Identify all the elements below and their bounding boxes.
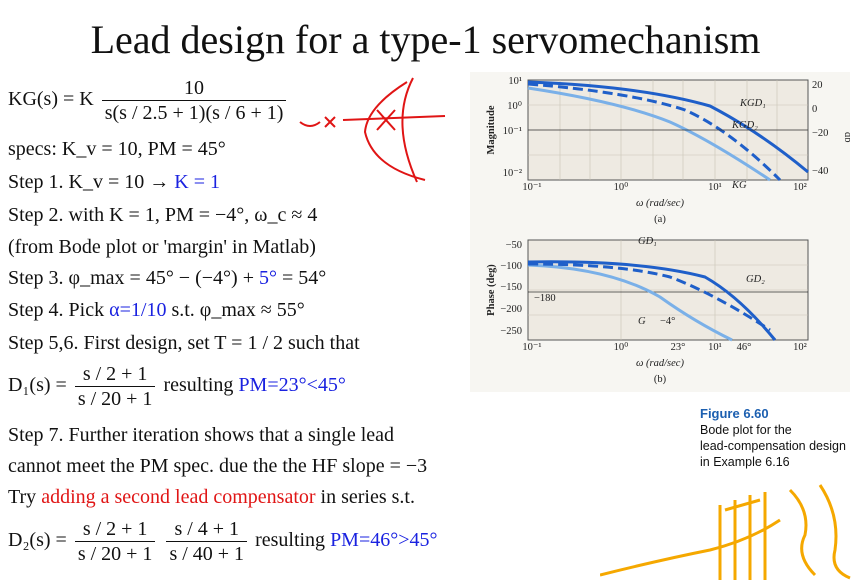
bode-plot-figure: 10¹ 10⁰ 10⁻¹ 10⁻² 20 0 −20 −40 db Magnit…: [470, 72, 850, 392]
mag-xtick-3: 10¹: [708, 182, 722, 193]
d2-numerator-2: s / 4 + 1: [174, 518, 240, 540]
subfigure-a-label: (a): [654, 214, 666, 225]
step3-text: Step 3. φ_max = 45° − (−4°) +: [8, 267, 259, 289]
plant-fraction: 10 s(s / 2.5 + 1)(s / 6 + 1): [101, 76, 287, 125]
phase-ylabel: Phase (deg): [486, 264, 497, 316]
step4-post: s.t. φ_max ≈ 55°: [166, 299, 305, 321]
db-tick-1: 20: [812, 80, 823, 91]
label-pm-46: 46°: [737, 342, 752, 353]
phase-ytick-4: −200: [500, 304, 522, 315]
label-gd1: GD₁: [638, 236, 657, 247]
plant-lhs: KG(s) = K: [8, 88, 94, 111]
mag-xtick-2: 10⁰: [614, 181, 630, 193]
d1-fraction: s / 2 + 1 s / 20 + 1: [74, 362, 156, 411]
step7a-line: Step 7. Further iteration shows that a s…: [8, 424, 395, 446]
specs-line: specs: K_v = 10, PM = 45°: [8, 138, 226, 160]
phase-xtick-1: 10⁻¹: [522, 342, 541, 353]
mag-ytick-2: 10⁰: [507, 100, 523, 112]
d2-denominator-2: s / 40 + 1: [166, 541, 248, 566]
phase-ref-label: −180: [534, 293, 556, 304]
step3-highlight: 5°: [258, 267, 277, 289]
step1-highlight: K = 1: [174, 171, 221, 193]
d2-fraction-1: s / 2 + 1 s / 20 + 1: [74, 517, 156, 566]
d2-denominator-1: s / 20 + 1: [74, 541, 156, 566]
db-tick-3: −20: [812, 128, 828, 139]
mag-xlabel: ω (rad/sec): [636, 198, 684, 209]
plant-equation: KG(s) = K 10 s(s / 2.5 + 1)(s / 6 + 1): [8, 76, 289, 125]
label-pm-23: 23°: [671, 342, 686, 353]
step1-line: Step 1. K_v = 10 → K = 1: [8, 170, 220, 194]
step7c-highlight: adding a second lead compensator: [41, 486, 316, 508]
figure-caption: Figure 6.60 Bode plot for the lead-compe…: [700, 406, 850, 470]
mag-xtick-4: 10²: [793, 182, 807, 193]
step3-line: Step 3. φ_max = 45° − (−4°) + 5° = 54°: [8, 266, 326, 290]
phase-xtick-3: 10¹: [708, 342, 722, 353]
caption-line-3: in Example 6.16: [700, 455, 790, 469]
d1-equation: D₁(s) = s / 2 + 1 s / 20 + 1 resulting P…: [8, 362, 346, 411]
kgd2-curve: [527, 80, 809, 174]
d2-fraction-2: s / 4 + 1 s / 40 + 1: [166, 517, 248, 566]
plant-numerator: 10: [184, 77, 205, 99]
step7c-pre: Try: [8, 486, 42, 508]
label-kgd2: KGD₂: [731, 120, 758, 131]
caption-line-1: Bode plot for the: [700, 423, 792, 437]
phase-ytick-3: −150: [500, 282, 522, 293]
step4-highlight: α=1/10: [109, 299, 167, 321]
mag-xtick-1: 10⁻¹: [522, 182, 541, 193]
gd2-phase-curve: [527, 260, 777, 341]
phase-xtick-2: 10⁰: [614, 341, 630, 353]
d2-result-pm: PM=46°>45°: [330, 529, 438, 552]
d1-result-pm: PM=23°<45°: [238, 374, 346, 397]
mag-ytick-3: 10⁻¹: [503, 126, 522, 137]
phase-xlabel: ω (rad/sec): [636, 358, 684, 369]
caption-line-2: lead-compensation design: [700, 439, 846, 453]
phase-ytick-1: −50: [506, 240, 522, 251]
magnitude-plot: 10¹ 10⁰ 10⁻¹ 10⁻² 20 0 −20 −40 db Magnit…: [486, 76, 850, 225]
step1-text: Step 1. K_v = 10 →: [8, 171, 175, 193]
step56-line: Step 5,6. First design, set T = 1 / 2 su…: [8, 332, 360, 354]
step7c-post: in series s.t.: [315, 486, 415, 508]
d2-lhs: D₂(s) =: [8, 529, 67, 552]
caption-title: Figure 6.60: [700, 406, 769, 421]
label-gd2: GD₂: [746, 274, 765, 285]
d2-equation: D₂(s) = s / 2 + 1 s / 20 + 1 s / 4 + 1 s…: [8, 517, 438, 566]
d1-numerator: s / 2 + 1: [82, 363, 148, 385]
step4-line: Step 4. Pick α=1/10 s.t. φ_max ≈ 55°: [8, 298, 305, 322]
g-phase-curve: [527, 263, 733, 342]
step7b-line: cannot meet the PM spec. due the the HF …: [8, 455, 428, 477]
mag-ytick-1: 10¹: [508, 76, 522, 87]
step7c-line: Try adding a second lead compensator in …: [8, 485, 415, 509]
phase-ytick-5: −250: [500, 326, 522, 337]
gd1-phase-curve: [527, 262, 771, 332]
kg-curve: [527, 86, 771, 182]
step4-pre: Step 4. Pick: [8, 299, 110, 321]
kgd1-curve: [527, 82, 782, 182]
db-tick-2: 0: [812, 104, 817, 115]
page-title: Lead design for a type-1 servomechanism: [90, 17, 761, 62]
mag-ytick-4: 10⁻²: [503, 168, 522, 179]
phase-plot: −50 −100 −150 −200 −250 −180 Phase (deg)…: [486, 236, 809, 385]
label-g: G: [638, 316, 646, 327]
label-kgd1: KGD₁: [739, 98, 766, 109]
label-pm-minus4: −4°: [660, 316, 675, 327]
label-kg: KG: [731, 180, 747, 191]
d1-result-label: resulting: [163, 374, 234, 397]
d1-denominator: s / 20 + 1: [74, 386, 156, 411]
d1-lhs: D₁(s) =: [8, 374, 67, 397]
mag-ylabel: Magnitude: [486, 105, 497, 154]
phase-xtick-4: 10²: [793, 342, 807, 353]
subfigure-b-label: (b): [654, 374, 667, 385]
orange-sketch: [600, 484, 851, 580]
step2-line: Step 2. with K = 1, PM = −4°, ω_c ≈ 4: [8, 204, 318, 226]
d2-numerator-1: s / 2 + 1: [82, 518, 148, 540]
plant-denominator: s(s / 2.5 + 1)(s / 6 + 1): [101, 100, 287, 125]
step3-tail: = 54°: [276, 267, 327, 289]
phase-ytick-2: −100: [500, 261, 522, 272]
db-axis-label: db: [842, 132, 850, 143]
step2b-line: (from Bode plot or 'margin' in Matlab): [8, 236, 316, 258]
db-tick-4: −40: [812, 166, 828, 177]
handwritten-sketch: [299, 77, 446, 183]
d2-result-label: resulting: [255, 529, 326, 552]
